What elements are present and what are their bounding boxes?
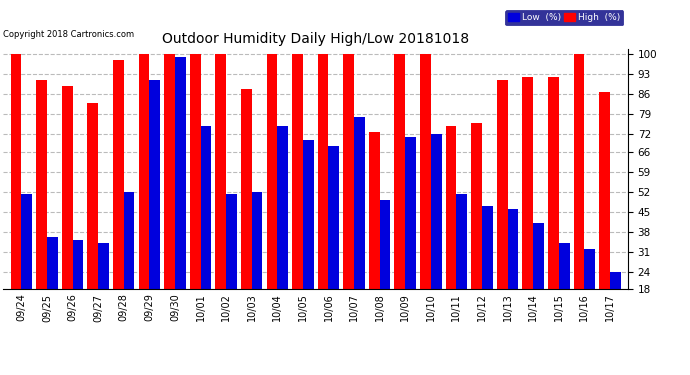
Bar: [380, 200, 391, 340]
Text: Copyright 2018 Cartronics.com: Copyright 2018 Cartronics.com: [3, 30, 135, 39]
Bar: [508, 209, 518, 340]
Bar: [241, 89, 252, 340]
Bar: [610, 272, 621, 340]
Bar: [215, 54, 226, 340]
Bar: [405, 137, 416, 340]
Bar: [124, 192, 135, 340]
Bar: [10, 54, 21, 340]
Bar: [88, 103, 98, 340]
Bar: [522, 77, 533, 340]
Bar: [190, 54, 201, 340]
Bar: [201, 126, 211, 340]
Bar: [252, 192, 262, 340]
Bar: [431, 135, 442, 340]
Bar: [446, 126, 456, 340]
Bar: [139, 54, 149, 340]
Bar: [164, 54, 175, 340]
Bar: [62, 86, 72, 340]
Bar: [369, 132, 380, 340]
Bar: [292, 54, 303, 340]
Bar: [471, 123, 482, 340]
Bar: [266, 54, 277, 340]
Bar: [277, 126, 288, 340]
Bar: [72, 240, 83, 340]
Bar: [21, 195, 32, 340]
Bar: [533, 223, 544, 340]
Bar: [113, 60, 124, 340]
Bar: [599, 92, 610, 340]
Bar: [573, 54, 584, 340]
Bar: [317, 54, 328, 340]
Bar: [456, 195, 467, 340]
Bar: [548, 77, 559, 340]
Bar: [149, 80, 160, 340]
Bar: [98, 243, 109, 340]
Bar: [36, 80, 47, 340]
Bar: [559, 243, 569, 340]
Bar: [420, 54, 431, 340]
Title: Outdoor Humidity Daily High/Low 20181018: Outdoor Humidity Daily High/Low 20181018: [162, 32, 469, 46]
Bar: [226, 195, 237, 340]
Bar: [354, 117, 365, 340]
Legend: Low  (%), High  (%): Low (%), High (%): [505, 10, 623, 26]
Bar: [584, 249, 595, 340]
Bar: [344, 54, 354, 340]
Bar: [395, 54, 405, 340]
Bar: [303, 140, 314, 340]
Bar: [328, 146, 339, 340]
Bar: [175, 57, 186, 340]
Bar: [482, 206, 493, 340]
Bar: [47, 237, 58, 340]
Bar: [497, 80, 508, 340]
